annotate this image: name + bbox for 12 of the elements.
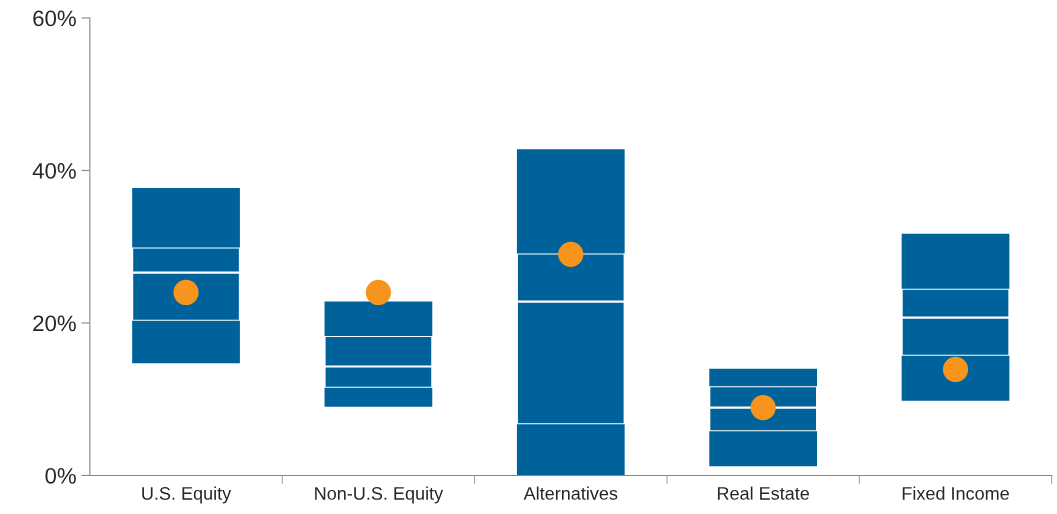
y-tick-label: 0% <box>45 467 76 484</box>
x-tick-label: Real Estate <box>717 486 810 500</box>
x-tick-label: Alternatives <box>523 486 618 500</box>
x-tick-label: Fixed Income <box>902 486 1009 500</box>
point <box>558 241 584 267</box>
x-tick-label: U.S. Equity <box>142 486 232 504</box>
y-tick-label: 40% <box>32 163 76 179</box>
y-tick-label: 60% <box>33 10 76 27</box>
x-tick-label: Non-U.S. Equity <box>315 486 444 504</box>
y-tick-label: 20% <box>33 315 76 332</box>
point <box>942 356 969 383</box>
point <box>365 279 392 306</box>
